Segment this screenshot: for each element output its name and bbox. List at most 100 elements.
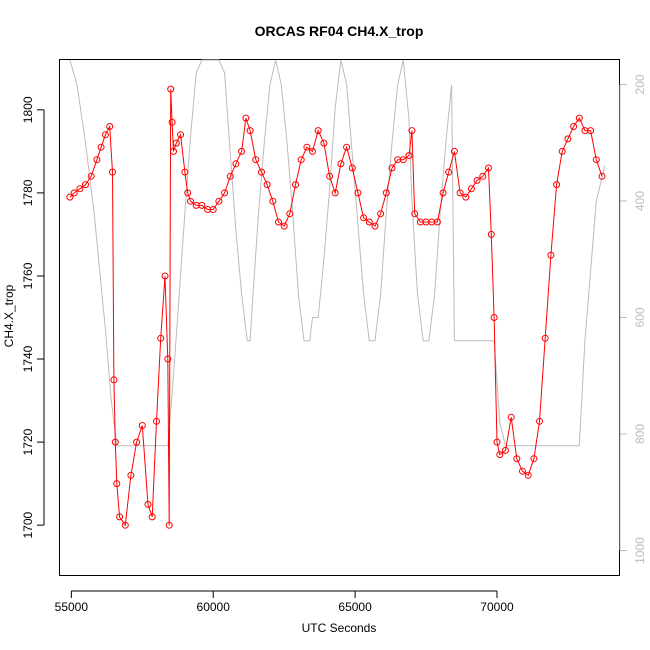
series-point [133,438,141,446]
series-point [167,85,175,93]
series-point [405,152,413,159]
series-point [553,181,561,189]
series-point [209,206,217,213]
series-point [93,156,101,164]
series-point [450,147,458,155]
series-point [587,127,595,135]
series-point [507,413,515,421]
series-ch4 [66,85,606,529]
series-point [269,197,277,205]
series-point [66,193,74,201]
y-axis-label: CH4.X_trop [2,284,16,347]
y2-tick-label: 600 [633,307,647,327]
series-point [519,467,526,475]
series-point [165,521,173,529]
series-point [111,438,119,446]
series-point [575,114,583,122]
series-point [106,123,114,130]
series-point [365,218,373,226]
y2-tick-label: 1000 [633,537,647,564]
series-point [101,131,109,139]
series-point [309,147,316,155]
series-point [172,139,180,147]
series-point [70,189,78,197]
series-point [303,143,311,151]
y-tick-label: 1720 [21,428,35,455]
series-point [530,455,538,463]
series-point [348,164,356,172]
series-point [592,156,600,164]
secondary-series-line-0 [69,59,606,447]
series-point [399,156,407,164]
series-point [541,334,549,342]
series-point [467,185,475,193]
series-point [127,471,135,479]
series-point [170,147,177,155]
series-point [331,189,339,197]
series-point [496,451,504,459]
series-point [153,417,160,425]
series-point [473,176,481,184]
series-point [263,181,271,189]
series-point [121,521,129,529]
series-point [113,480,121,488]
series-point [433,218,441,226]
series-point [377,210,385,218]
series-point [161,272,169,280]
series-point [343,143,351,151]
series-point [275,218,282,226]
series-point [456,189,464,197]
series-point [326,172,334,180]
series-point [558,147,566,155]
series-point [232,160,240,168]
series-point [97,143,105,151]
series-point [462,193,470,201]
series-point [87,172,95,180]
series-point [148,513,156,521]
series-point [82,181,89,189]
x-axis: 55000 60000 65000 70000 [55,590,514,614]
series-point [286,210,294,218]
series-point [109,168,116,176]
series-point [479,172,487,180]
series-point [485,164,492,172]
series-point [198,201,206,209]
series-point [177,131,185,139]
series-point [411,210,419,218]
series-point [598,172,606,180]
secondary-series [69,59,606,447]
series-point [226,172,234,180]
y-axis: 1700 1720 1740 1760 1780 1800 [21,96,45,539]
series-point [221,189,229,197]
series-point [157,334,165,342]
series-point [116,513,124,521]
series-point [371,222,379,230]
chart-title: ORCAS RF04 CH4.X_trop [255,23,424,39]
series-point [547,251,555,259]
series-point [297,156,305,164]
series-point [564,135,572,143]
series-point [490,314,498,321]
series-point [76,185,84,193]
x-tick-label: 70000 [480,600,514,614]
y-tick-label: 1780 [21,179,35,206]
series-point [242,114,250,122]
y-tick-label: 1740 [21,345,35,372]
series-point [164,355,172,363]
series-point [493,438,501,446]
series-point [138,422,146,429]
series-point [320,139,328,147]
series-point [280,222,288,230]
series-point [184,189,192,197]
series-point [292,181,299,189]
series-point [360,214,368,222]
series-point [570,123,578,130]
series-point [314,127,322,135]
series-point [382,189,390,197]
y-tick-label: 1700 [21,511,35,538]
series-point [513,455,521,463]
series-point [439,189,447,197]
series-point [536,417,543,425]
series-point [144,500,152,508]
series-point [238,147,246,155]
